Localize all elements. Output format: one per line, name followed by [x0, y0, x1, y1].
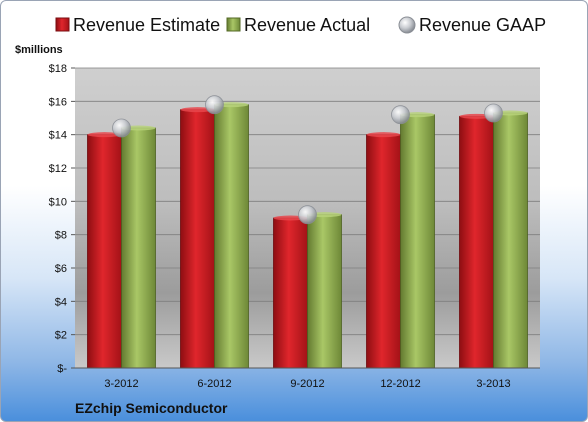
bar-revenue-estimate-cap: [87, 132, 122, 138]
bar-revenue-estimate: [87, 134, 122, 369]
bar-revenue-actual: [493, 112, 528, 369]
bars: [87, 102, 528, 369]
gaap-marker: [298, 205, 317, 225]
gaap-markers: [112, 95, 503, 225]
legend-label-actual: Revenue Actual: [244, 15, 370, 35]
bar-revenue-actual: [400, 114, 435, 369]
bar-revenue-estimate: [180, 109, 215, 369]
gaap-marker: [112, 118, 131, 138]
y-tick-label: $2: [55, 330, 67, 342]
y-tick-label: $18: [49, 63, 67, 75]
legend: Revenue Estimate Revenue Actual Revenue …: [55, 15, 546, 35]
y-tick-label: $8: [55, 230, 67, 242]
bar-revenue-actual: [121, 127, 156, 369]
company-name: EZchip Semiconductor: [75, 400, 228, 416]
bar-revenue-estimate-cap: [366, 132, 401, 138]
legend-swatch-estimate: [55, 17, 70, 32]
y-tick-label: $16: [49, 96, 67, 108]
y-tick-label: $-: [57, 363, 67, 375]
legend-label-gaap: Revenue GAAP: [419, 15, 546, 35]
gaap-marker: [484, 103, 503, 123]
gaap-marker: [391, 105, 410, 125]
x-axis-ticks: 3-2012 6-2012 9-2012 12-2012 3-2013: [104, 378, 510, 390]
x-tick-label: 3-2013: [476, 378, 510, 390]
x-tick-label: 6-2012: [197, 378, 231, 390]
legend-label-estimate: Revenue Estimate: [73, 15, 220, 35]
bar-revenue-estimate: [273, 217, 308, 369]
y-tick-label: $6: [55, 263, 67, 275]
bar-revenue-estimate: [366, 134, 401, 369]
unit-label: $millions: [15, 44, 63, 56]
y-tick-label: $10: [49, 196, 67, 208]
legend-marker-gaap: [398, 16, 416, 34]
x-tick-label: 9-2012: [290, 378, 324, 390]
y-tick-label: $12: [49, 163, 67, 175]
x-tick-label: 3-2012: [104, 378, 138, 390]
legend-swatch-actual: [226, 17, 241, 32]
y-tick-label: $14: [49, 130, 67, 142]
bar-revenue-actual: [214, 104, 249, 369]
y-axis-ticks: $- $2 $4 $6 $8 $10 $12 $14 $16 $18: [49, 63, 75, 375]
bar-revenue-actual: [307, 214, 342, 369]
gaap-marker: [205, 95, 224, 115]
y-tick-label: $4: [55, 296, 67, 308]
bar-revenue-estimate: [459, 115, 494, 369]
x-tick-label: 12-2012: [380, 378, 420, 390]
